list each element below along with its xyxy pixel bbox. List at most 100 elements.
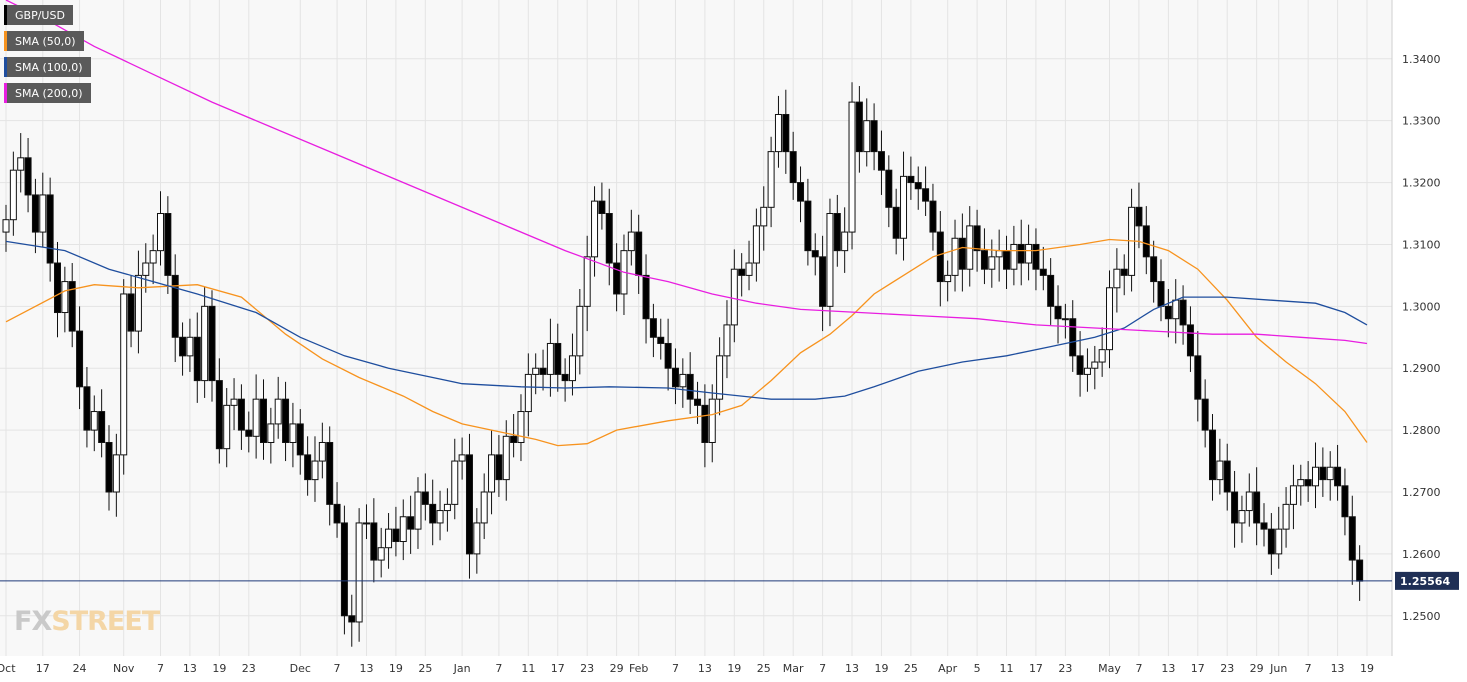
candle-body bbox=[164, 213, 172, 276]
candle-body bbox=[1238, 510, 1246, 524]
y-tick-label: 1.2900 bbox=[1402, 362, 1441, 375]
last-price-badge bbox=[1395, 571, 1459, 590]
x-tick-label: 5 bbox=[974, 662, 981, 675]
candle-body bbox=[730, 268, 738, 326]
candle-body bbox=[1135, 206, 1143, 227]
candle-body bbox=[1069, 318, 1077, 357]
candle-body bbox=[863, 120, 871, 153]
candle-body bbox=[679, 373, 687, 388]
candle-body bbox=[694, 398, 702, 406]
candle-body bbox=[1289, 485, 1297, 505]
candle-body bbox=[201, 305, 209, 382]
candle-body bbox=[1083, 367, 1091, 375]
candle-body bbox=[24, 157, 32, 196]
candle-body bbox=[922, 188, 930, 202]
candle-body bbox=[480, 491, 488, 524]
candle-body bbox=[1282, 503, 1290, 530]
candle-body bbox=[252, 398, 260, 437]
x-tick-label: Feb bbox=[629, 662, 648, 675]
candle-body bbox=[98, 411, 106, 443]
last-price-label: 1.25564 bbox=[1400, 575, 1450, 588]
candle-body bbox=[407, 516, 415, 530]
x-tick-label: 23 bbox=[242, 662, 256, 675]
candle-body bbox=[1312, 466, 1320, 487]
candle-body bbox=[112, 454, 120, 493]
candle-body bbox=[1076, 355, 1084, 375]
candle-body bbox=[1348, 516, 1356, 561]
legend-item-sma200[interactable]: SMA (200,0) bbox=[4, 83, 91, 103]
legend-label: SMA (50,0) bbox=[15, 34, 76, 48]
x-tick-label: 13 bbox=[359, 662, 373, 675]
candle-body bbox=[318, 441, 326, 462]
sma-line bbox=[5, 0, 1368, 345]
candle-body bbox=[1216, 460, 1224, 481]
x-tick-label: 17 bbox=[36, 662, 50, 675]
candle-body bbox=[311, 460, 319, 481]
candle-body bbox=[1172, 299, 1180, 320]
candle-body bbox=[944, 274, 952, 283]
candle-body bbox=[1142, 225, 1150, 258]
candle-body bbox=[1054, 305, 1062, 320]
candle-body bbox=[289, 423, 297, 443]
candle-body bbox=[598, 200, 606, 215]
x-tick-label: 11 bbox=[1000, 662, 1014, 675]
candle-body bbox=[53, 262, 61, 314]
candle-body bbox=[458, 454, 466, 462]
candle-body bbox=[1304, 479, 1312, 487]
x-tick-label: 7 bbox=[157, 662, 164, 675]
candle-body bbox=[68, 281, 76, 332]
candle-body bbox=[39, 194, 47, 233]
candle-body bbox=[583, 256, 591, 307]
candle-body bbox=[671, 367, 679, 388]
candle-body bbox=[841, 231, 849, 252]
candle-body bbox=[1010, 243, 1018, 270]
candle-body bbox=[304, 454, 312, 481]
y-tick-label: 1.3300 bbox=[1402, 115, 1441, 128]
x-tick-label: 29 bbox=[1250, 662, 1264, 675]
candle-body bbox=[870, 120, 878, 153]
candle-body bbox=[532, 367, 540, 375]
candle-body bbox=[296, 423, 304, 456]
candle-body bbox=[142, 262, 150, 276]
legend-swatch-gbpusd bbox=[4, 5, 7, 25]
legend-item-sma50[interactable]: SMA (50,0) bbox=[4, 31, 84, 51]
candle-body bbox=[215, 380, 223, 450]
x-tick-label: 25 bbox=[757, 662, 771, 675]
x-tick-label: 19 bbox=[389, 662, 403, 675]
candle-body bbox=[723, 324, 731, 357]
candle-body bbox=[230, 398, 238, 406]
candle-body bbox=[1223, 460, 1231, 493]
candle-body bbox=[716, 355, 724, 400]
legend-item-sma100[interactable]: SMA (100,0) bbox=[4, 57, 91, 77]
x-tick-label: 25 bbox=[418, 662, 432, 675]
candle-body bbox=[171, 274, 179, 338]
x-tick-label: Apr bbox=[938, 662, 958, 675]
candle-body bbox=[517, 411, 525, 443]
y-tick-label: 1.3200 bbox=[1402, 177, 1441, 190]
candle-body bbox=[657, 336, 665, 344]
logo-part-fx: FX bbox=[14, 606, 52, 637]
candle-body bbox=[2, 219, 10, 233]
candle-body bbox=[9, 169, 17, 221]
x-tick-label: 13 bbox=[845, 662, 859, 675]
candle-body bbox=[1113, 268, 1121, 289]
candle-body bbox=[900, 175, 908, 239]
candle-body bbox=[267, 423, 275, 443]
logo-part-street: STREET bbox=[51, 606, 160, 637]
candle-body bbox=[421, 491, 429, 505]
y-tick-label: 1.2500 bbox=[1402, 610, 1441, 623]
candle-body bbox=[539, 367, 547, 375]
candle-body bbox=[797, 182, 805, 202]
candle-body bbox=[61, 281, 69, 314]
candle-body bbox=[340, 522, 348, 617]
legend-swatch-sma100 bbox=[4, 57, 7, 77]
legend-item-gbpusd[interactable]: GBP/USD bbox=[4, 5, 73, 25]
x-tick-label: Mar bbox=[783, 662, 804, 675]
candle-body bbox=[502, 435, 510, 481]
candle-body bbox=[1341, 485, 1349, 518]
x-tick-label: 13 bbox=[698, 662, 712, 675]
candle-body bbox=[473, 522, 481, 555]
legend: GBP/USD SMA (50,0) SMA (100,0) SMA (200,… bbox=[4, 5, 91, 109]
candle-body bbox=[120, 293, 128, 456]
sma-line bbox=[5, 240, 1368, 400]
